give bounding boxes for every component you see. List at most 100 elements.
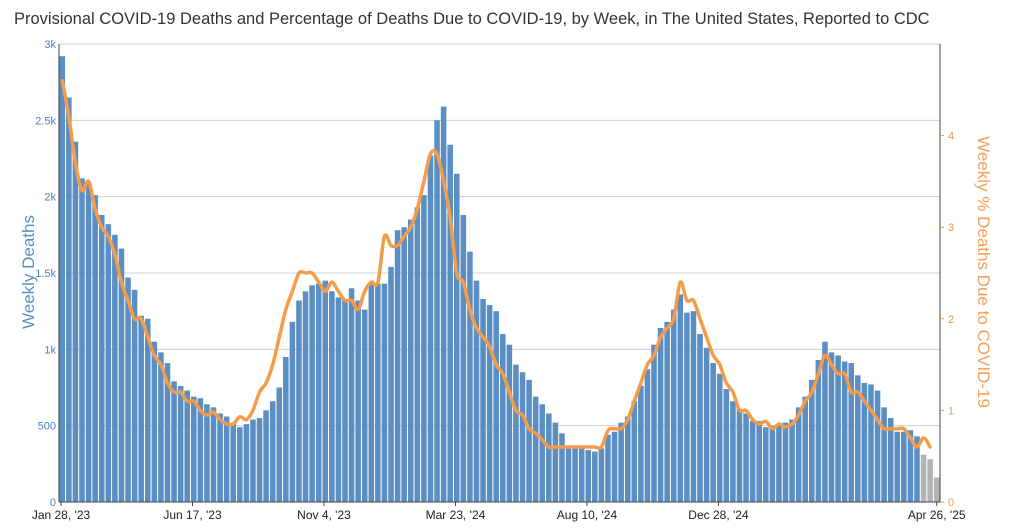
bar[interactable]	[848, 363, 855, 502]
bar[interactable]	[513, 364, 519, 502]
bar[interactable]	[861, 382, 868, 502]
bar[interactable]	[624, 416, 631, 502]
bar[interactable]	[72, 141, 79, 502]
bar[interactable]	[269, 401, 276, 502]
bar[interactable]	[440, 106, 447, 503]
bar[interactable]	[427, 155, 434, 503]
bar[interactable]	[85, 182, 92, 502]
bar[interactable]	[329, 291, 335, 502]
bar[interactable]	[657, 327, 664, 502]
bar[interactable]	[631, 401, 638, 502]
bar[interactable]	[59, 56, 66, 503]
bar[interactable]	[690, 311, 697, 502]
bar[interactable]	[263, 410, 269, 502]
bar[interactable]	[237, 427, 243, 502]
bar[interactable]	[664, 321, 670, 502]
bar[interactable]	[552, 422, 559, 502]
bar[interactable]	[118, 248, 125, 502]
bar[interactable]	[585, 450, 592, 502]
bar[interactable]	[355, 300, 361, 502]
bar[interactable]	[532, 396, 539, 502]
bar[interactable]	[802, 396, 809, 502]
bar[interactable]	[651, 344, 657, 502]
bar[interactable]	[223, 416, 230, 502]
bar[interactable]	[144, 318, 151, 502]
bar[interactable]	[835, 355, 841, 502]
bar[interactable]	[98, 214, 105, 502]
bar[interactable]	[197, 398, 204, 502]
bar[interactable]	[828, 352, 835, 502]
bar[interactable]	[204, 404, 210, 502]
bar[interactable]	[112, 234, 118, 503]
bar[interactable]	[467, 251, 473, 502]
bar[interactable]	[309, 285, 315, 502]
bar[interactable]	[618, 422, 624, 502]
percent-deaths-line[interactable]	[60, 78, 932, 450]
bar[interactable]	[526, 379, 532, 502]
bar[interactable]	[210, 407, 217, 502]
bar[interactable]	[855, 375, 861, 502]
bar[interactable]	[894, 431, 901, 502]
bar[interactable]	[578, 447, 585, 502]
bar[interactable]	[92, 195, 98, 502]
bar[interactable]	[920, 454, 927, 502]
bar[interactable]	[171, 381, 177, 502]
bar[interactable]	[453, 173, 460, 502]
bar[interactable]	[743, 413, 749, 502]
bar[interactable]	[243, 424, 250, 502]
bar[interactable]	[388, 266, 394, 502]
bar[interactable]	[250, 419, 256, 502]
bar[interactable]	[565, 448, 572, 502]
bar[interactable]	[697, 334, 703, 502]
bar[interactable]	[519, 372, 526, 502]
bar[interactable]	[756, 421, 762, 502]
bar[interactable]	[723, 389, 730, 502]
bar[interactable]	[749, 421, 756, 502]
bar[interactable]	[933, 477, 940, 502]
bar[interactable]	[493, 311, 499, 502]
bar[interactable]	[381, 283, 388, 502]
bar[interactable]	[598, 448, 605, 502]
bar[interactable]	[361, 309, 368, 502]
bar[interactable]	[730, 401, 736, 502]
bar[interactable]	[447, 144, 453, 502]
bar[interactable]	[368, 282, 375, 502]
bar[interactable]	[375, 283, 381, 502]
bar[interactable]	[151, 341, 158, 502]
bar[interactable]	[789, 419, 795, 502]
bar[interactable]	[66, 97, 72, 502]
bar[interactable]	[546, 413, 552, 502]
bar[interactable]	[868, 384, 874, 502]
bar[interactable]	[335, 297, 342, 502]
bar[interactable]	[572, 448, 578, 502]
bar[interactable]	[131, 289, 138, 502]
bar[interactable]	[414, 207, 421, 502]
bar[interactable]	[914, 436, 920, 502]
bar[interactable]	[342, 298, 348, 502]
bar[interactable]	[716, 373, 723, 502]
bar[interactable]	[184, 390, 190, 502]
bar[interactable]	[710, 363, 716, 502]
bar[interactable]	[769, 425, 776, 502]
bar[interactable]	[296, 300, 302, 502]
bar[interactable]	[506, 344, 513, 502]
bar[interactable]	[302, 291, 309, 502]
bar[interactable]	[644, 369, 651, 502]
bar[interactable]	[79, 178, 85, 502]
bar[interactable]	[230, 422, 237, 502]
bar[interactable]	[322, 280, 329, 502]
bar[interactable]	[315, 283, 322, 502]
bar[interactable]	[703, 347, 710, 502]
bar[interactable]	[559, 433, 565, 502]
bar[interactable]	[670, 309, 677, 502]
bar[interactable]	[460, 214, 467, 502]
bar[interactable]	[500, 334, 506, 502]
bar[interactable]	[125, 277, 131, 502]
bar[interactable]	[486, 305, 493, 502]
bar[interactable]	[256, 418, 263, 502]
bar[interactable]	[795, 407, 802, 502]
bar[interactable]	[480, 298, 486, 502]
bar[interactable]	[907, 430, 914, 502]
bar[interactable]	[421, 195, 427, 502]
bar[interactable]	[158, 352, 164, 502]
